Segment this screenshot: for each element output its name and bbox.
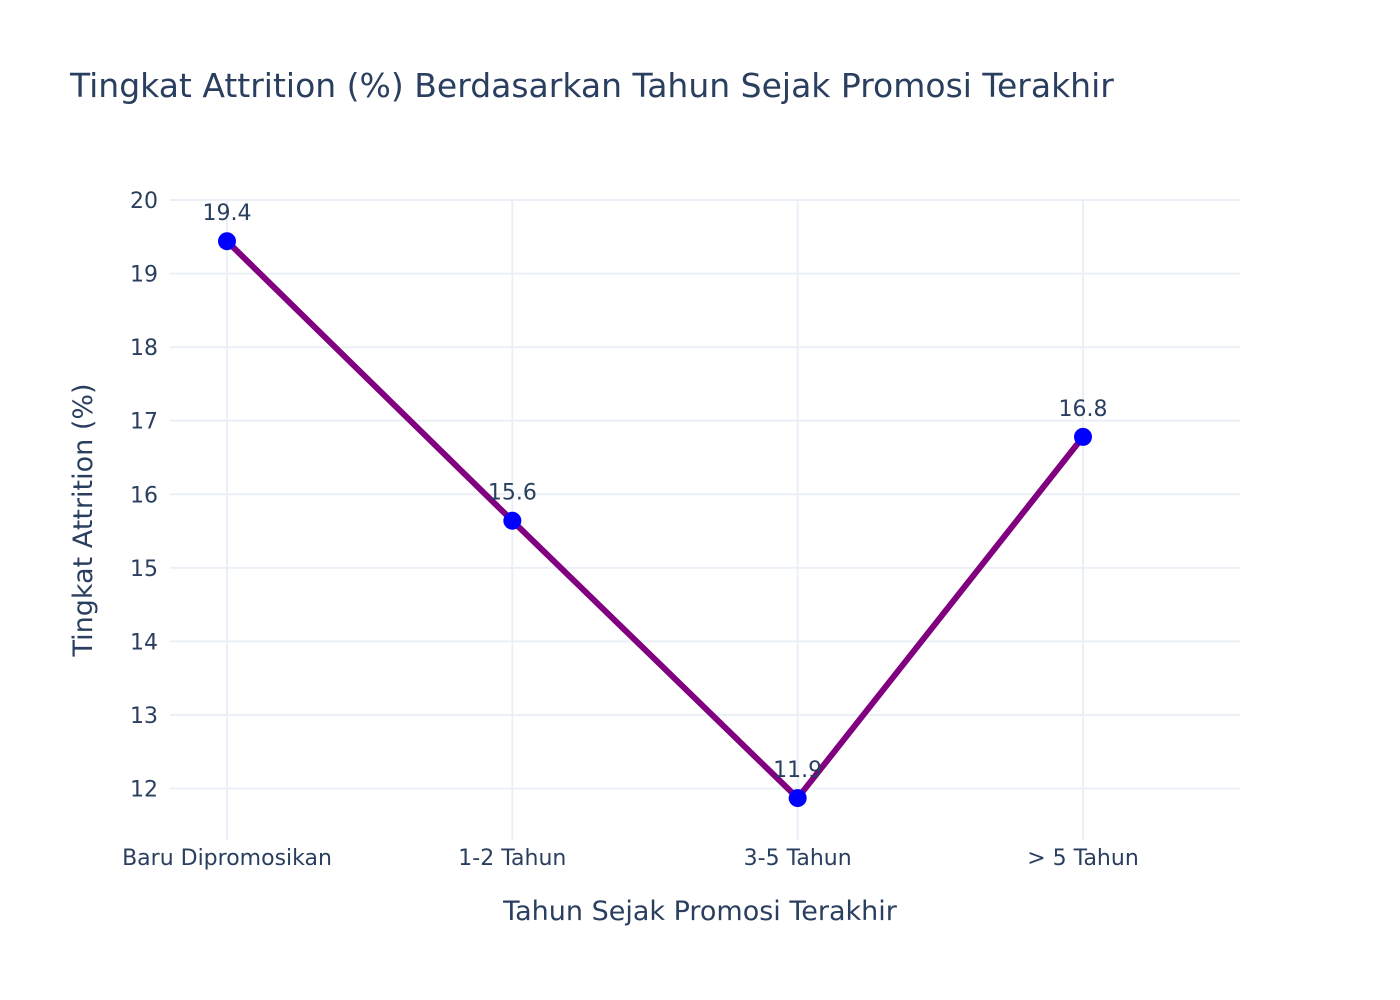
data-label: 16.8 <box>1059 397 1108 422</box>
marker-layer <box>218 232 1092 808</box>
y-tick-label: 15 <box>130 557 158 582</box>
grid-layer <box>170 199 1240 840</box>
data-point <box>218 232 236 251</box>
data-point <box>1074 427 1092 446</box>
series-line-layer <box>224 239 1086 802</box>
y-tick-label: 17 <box>130 410 158 435</box>
tick-label-layer: 12 13 14 15 16 17 18 19 20 Baru Dipromosikan 1-2 T… <box>122 189 1139 871</box>
y-axis-title: Tingkat Attrition (%) <box>68 383 99 657</box>
x-tick-label: > 5 Tahun <box>1027 846 1139 871</box>
y-tick-label: 16 <box>130 483 158 508</box>
data-label: 15.6 <box>488 481 537 506</box>
chart-title: Tingkat Attrition (%) Berdasarkan Tahun … <box>70 66 1114 105</box>
data-point <box>503 511 522 530</box>
y-tick-label: 20 <box>130 189 158 214</box>
data-label-layer: 19.4 15.6 11.9 16.8 <box>203 201 1108 783</box>
data-label: 19.4 <box>203 201 252 226</box>
x-axis-title: Tahun Sejak Promosi Terakhir <box>502 896 898 927</box>
series-line <box>224 239 1086 802</box>
x-tick-label: 3-5 Tahun <box>744 846 852 871</box>
x-tick-label: Baru Dipromosikan <box>122 846 332 871</box>
y-tick-label: 14 <box>130 630 158 655</box>
y-tick-label: 13 <box>130 704 158 729</box>
y-tick-label: 12 <box>130 778 158 803</box>
x-tick-label: 1-2 Tahun <box>458 846 566 871</box>
y-tick-label: 18 <box>130 336 158 361</box>
y-tick-label: 19 <box>130 263 158 288</box>
data-label: 11.9 <box>773 758 822 783</box>
data-point <box>788 789 807 808</box>
